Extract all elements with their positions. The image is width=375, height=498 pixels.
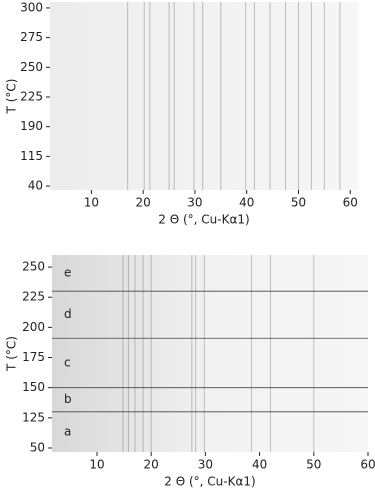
x-axis-label: 2 Θ (°, Cu-Kα1) [164,475,255,489]
x-tick-label: 50 [306,458,321,472]
x-axis-label: 2 Θ (°, Cu-Kα1) [158,213,249,227]
x-tick-label: 40 [239,196,254,210]
x-tick-label: 60 [343,196,358,210]
y-tick-label: 275 [20,30,43,44]
y-tick-label: 175 [22,350,45,364]
y-tick-label: 200 [22,320,45,334]
x-tick-label: 50 [291,196,306,210]
y-axis-label: T (°C) [5,336,19,372]
y-tick-label: 150 [22,380,45,394]
y-tick-label: 190 [20,119,43,133]
y-tick-label: 40 [28,179,43,193]
x-tick-label: 20 [136,196,151,210]
y-tick-label: 250 [20,60,43,74]
region-label: c [64,355,71,369]
y-tick-label: 300 [20,0,43,14]
y-tick-label: 50 [30,440,45,454]
plot-area [50,2,358,190]
y-tick-label: 225 [20,89,43,103]
y-tick-label: 115 [20,149,43,163]
plot-area [52,255,368,452]
region-label: a [64,424,71,438]
y-tick-label: 225 [22,290,45,304]
x-tick-label: 30 [187,196,202,210]
y-axis-label: T (°C) [5,79,19,115]
x-tick-label: 10 [89,458,104,472]
x-tick-label: 10 [84,196,99,210]
x-tick-label: 40 [252,458,267,472]
region-label: e [64,266,71,280]
x-tick-label: 20 [144,458,159,472]
x-tick-label: 30 [198,458,213,472]
x-tick-label: 60 [360,458,375,472]
y-tick-label: 125 [22,410,45,424]
region-label: d [64,307,72,321]
y-tick-label: 250 [22,260,45,274]
region-label: b [64,392,72,406]
